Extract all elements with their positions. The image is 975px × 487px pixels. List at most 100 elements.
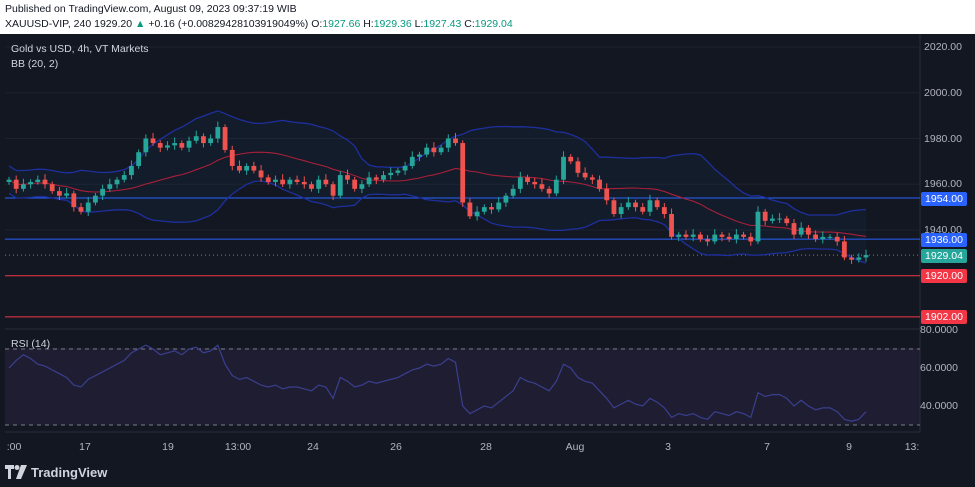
tradingview-logo-icon — [5, 465, 27, 479]
candle-body — [676, 234, 682, 237]
time-tick: 28 — [480, 441, 492, 453]
candle-body — [57, 191, 62, 196]
price-tag-last: 1929.04 — [921, 249, 967, 263]
candle-body — [669, 213, 674, 237]
last-price: 1929.20 — [94, 18, 133, 30]
price-tick: 1980.00 — [924, 133, 962, 145]
candle-body — [121, 175, 127, 180]
rsi-tick: 40.0000 — [920, 400, 958, 412]
candle-body — [453, 138, 458, 144]
candle-body — [654, 200, 660, 208]
candle-body — [589, 177, 595, 180]
candle-body — [546, 188, 552, 194]
candle-body — [201, 136, 206, 144]
chart-title[interactable]: Gold vs USD, 4h, VT Markets — [11, 43, 149, 55]
candle-body — [705, 239, 710, 242]
candle-body — [460, 143, 466, 203]
bb-basis-line — [8, 151, 867, 237]
candle-body — [510, 188, 516, 196]
candle-body — [143, 138, 149, 153]
rsi-line — [8, 344, 867, 422]
candle-body — [78, 207, 84, 212]
candle-body — [640, 207, 646, 212]
candle-body — [849, 257, 854, 260]
candle-body — [165, 145, 170, 148]
candle-body — [762, 211, 768, 221]
time-tick: 17 — [79, 441, 91, 453]
price-tick: 2020.00 — [924, 41, 962, 53]
time-tick: 9 — [846, 441, 852, 453]
candle-body — [719, 234, 725, 237]
candle-body — [330, 184, 336, 196]
candle-body — [604, 188, 610, 201]
tradingview-logo-text: TradingView — [31, 464, 108, 480]
candle-body — [129, 165, 134, 176]
bb-legend[interactable]: BB (20, 2) — [11, 58, 59, 70]
time-tick: 13:00 — [224, 441, 252, 453]
candle-body — [64, 193, 70, 196]
rsi-tick: 80.0000 — [920, 324, 958, 336]
candle-body — [748, 236, 754, 242]
candle-body — [251, 165, 257, 171]
candle-body — [647, 200, 653, 212]
candle-body — [21, 184, 26, 189]
candle-body — [517, 177, 523, 189]
time-tick: 19 — [162, 441, 174, 453]
price-tag-1936: 1936.00 — [921, 233, 967, 247]
close-label: C: — [464, 18, 475, 30]
candle-body — [863, 255, 869, 258]
candle-body — [820, 236, 826, 240]
time-tick: 24 — [307, 441, 319, 453]
candle-body — [136, 152, 142, 166]
high-label: H: — [363, 18, 374, 30]
candle-body — [366, 177, 372, 185]
ohlc-line: XAUUSD-VIP, 240 1929.20 ▲ +0.16 (+0.0082… — [5, 18, 513, 30]
price-tag-1920: 1920.00 — [921, 269, 967, 283]
candle-body — [424, 147, 430, 155]
candle-body — [258, 170, 264, 178]
time-tick: Aug — [565, 441, 585, 453]
candle-body — [42, 179, 48, 185]
candle-body — [100, 188, 106, 196]
published-info: Published on TradingView.com, August 09,… — [5, 3, 297, 15]
candle-body — [49, 184, 55, 192]
candle-body — [316, 179, 322, 189]
candle-body — [388, 172, 394, 176]
change-up-icon: ▲ — [135, 18, 146, 30]
candle-body — [438, 147, 444, 153]
candle-body — [345, 175, 350, 180]
candle-body — [611, 200, 617, 214]
candle-body — [813, 234, 818, 240]
open-value: 1927.66 — [322, 18, 361, 30]
candle-body — [395, 170, 401, 173]
low-label: L: — [414, 18, 424, 30]
candle-body — [618, 207, 624, 214]
rsi-legend[interactable]: RSI (14) — [11, 338, 51, 350]
close-value: 1929.04 — [474, 18, 513, 30]
high-value: 1929.36 — [373, 18, 412, 30]
candle-body — [71, 193, 77, 208]
candle-body — [481, 207, 487, 212]
candle-body — [409, 156, 415, 166]
candle-body — [625, 202, 631, 208]
candle-body — [229, 149, 235, 166]
candle-body — [28, 181, 34, 185]
candle-body — [373, 177, 379, 180]
published-header: Published on TradingView.com, August 09,… — [0, 0, 975, 34]
candle-body — [467, 202, 473, 217]
candle-body — [712, 234, 718, 242]
candle-body — [6, 179, 12, 182]
candle-body — [582, 172, 588, 178]
candle-body — [633, 202, 638, 208]
candle-body — [856, 257, 862, 260]
candle-body — [741, 234, 746, 237]
candle-body — [237, 165, 242, 171]
tradingview-logo[interactable]: TradingView — [5, 463, 107, 481]
candle-body — [85, 202, 91, 212]
candle-body — [553, 179, 559, 194]
candle-body — [525, 177, 530, 182]
candle-body — [755, 211, 761, 242]
candle-body — [402, 165, 408, 171]
candle-body — [798, 227, 804, 235]
